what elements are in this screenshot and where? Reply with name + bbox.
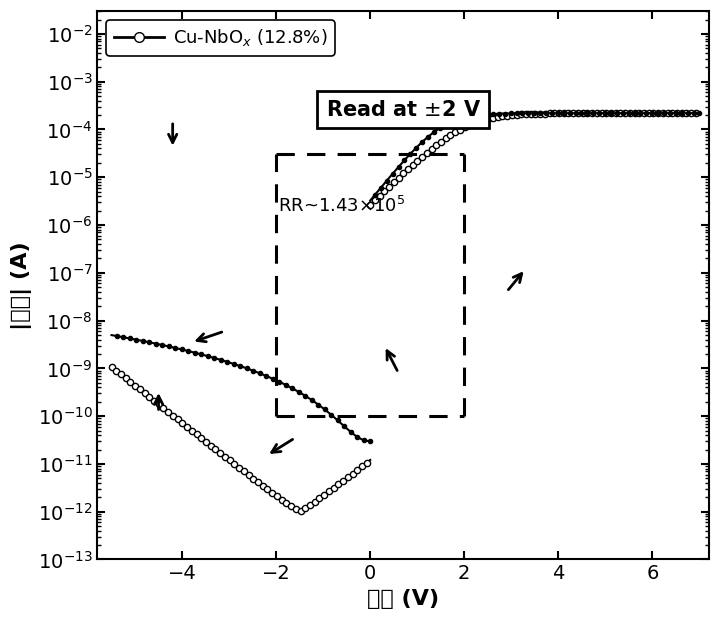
Text: RR~1.43×10$^5$: RR~1.43×10$^5$ [279, 196, 406, 216]
Text: Read at $\pm$2 V: Read at $\pm$2 V [325, 100, 481, 120]
Legend: Cu-NbO$_x$ (12.8%): Cu-NbO$_x$ (12.8%) [107, 20, 335, 56]
Y-axis label: |电流| (A): |电流| (A) [11, 241, 32, 330]
X-axis label: 电压 (V): 电压 (V) [367, 589, 439, 609]
